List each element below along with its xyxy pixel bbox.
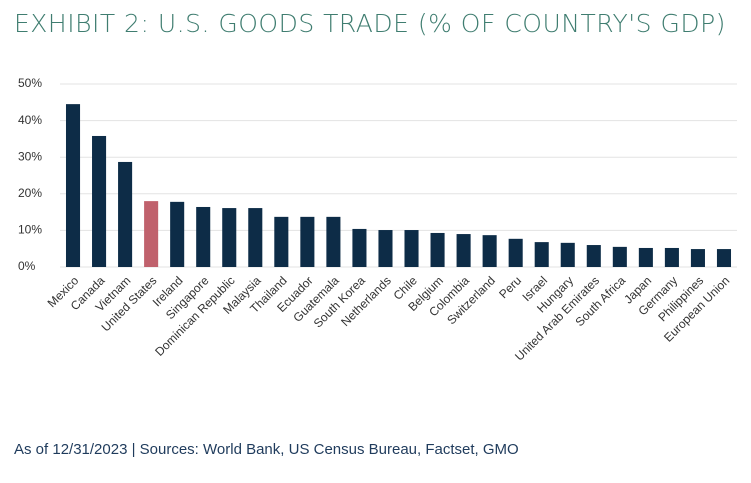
bar	[560, 242, 575, 267]
y-tick-label: 20%	[18, 186, 42, 200]
y-tick-label: 40%	[18, 113, 42, 127]
source-note: As of 12/31/2023 | Sources: World Bank, …	[14, 441, 519, 458]
bar	[534, 242, 549, 267]
bar	[326, 216, 341, 267]
bar	[222, 208, 237, 267]
bar	[378, 230, 393, 267]
bar	[300, 216, 315, 267]
bar	[690, 249, 705, 267]
bar	[196, 206, 211, 267]
bar	[170, 201, 185, 267]
bar	[716, 249, 732, 267]
bar	[144, 201, 159, 267]
bar	[664, 247, 679, 267]
bar	[65, 104, 81, 267]
bar	[248, 208, 263, 267]
bar	[638, 247, 653, 267]
chart-title: EXHIBIT 2: U.S. GOODS TRADE (% OF COUNTR…	[14, 9, 726, 38]
bar	[430, 232, 445, 267]
bar	[612, 246, 627, 267]
bar	[118, 161, 133, 267]
y-tick-label: 0%	[18, 259, 36, 273]
y-tick-label: 50%	[18, 76, 42, 90]
bar	[92, 135, 107, 267]
bar	[274, 216, 289, 267]
x-tick-label: Peru	[496, 273, 524, 301]
y-tick-label: 30%	[18, 149, 42, 163]
bar	[404, 230, 419, 267]
bar	[352, 228, 367, 267]
bar	[586, 245, 601, 267]
bar	[508, 238, 523, 267]
y-tick-label: 10%	[18, 223, 42, 237]
bar	[456, 234, 471, 267]
bar	[482, 235, 497, 267]
